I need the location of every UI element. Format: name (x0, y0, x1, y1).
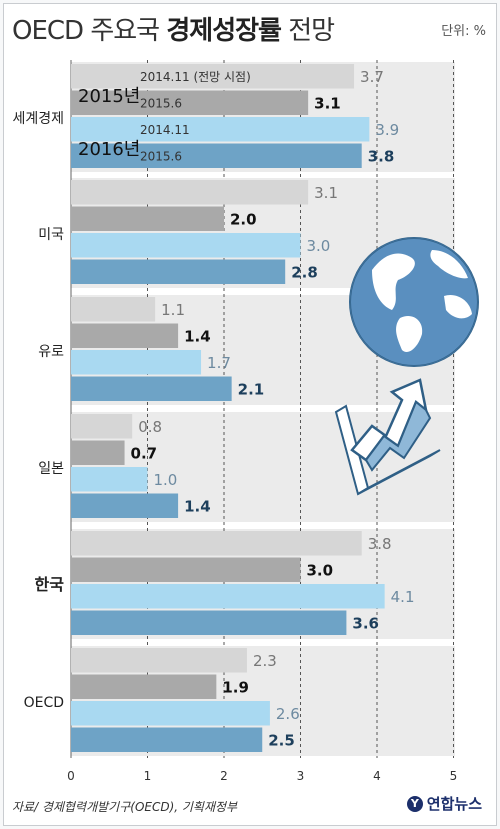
value-label: 3.0 (307, 237, 331, 255)
unit-label: 단위: % (441, 24, 486, 39)
bar (71, 584, 385, 609)
x-tick-label: 5 (450, 769, 458, 783)
category-label: 일본 (38, 461, 64, 477)
title-prefix: OECD 주요국 (12, 16, 167, 46)
value-label: 3.8 (368, 148, 395, 166)
bar (71, 206, 224, 231)
series-label: 2015.6 (140, 97, 182, 111)
value-label: 1.1 (161, 301, 185, 319)
rising-arrow-icon (334, 378, 441, 496)
x-tick-label: 4 (373, 769, 381, 783)
value-label: 3.1 (314, 95, 341, 113)
series-label: 2015.6 (140, 150, 182, 164)
logo-mark-icon: Y (406, 795, 423, 812)
value-label: 3.7 (360, 68, 384, 86)
bar (71, 259, 286, 284)
bar (71, 376, 232, 401)
category-label: OECD (24, 695, 64, 711)
bar (71, 440, 125, 465)
value-label: 2.8 (291, 264, 318, 282)
category-label: 유로 (38, 344, 64, 360)
value-label: 0.8 (138, 418, 162, 436)
x-tick-label: 3 (297, 769, 305, 783)
value-label: 3.1 (314, 184, 338, 202)
value-label: 4.1 (391, 588, 415, 606)
value-label: 2.0 (230, 211, 257, 229)
bar (71, 493, 179, 518)
bar (71, 64, 355, 89)
value-label: 1.4 (184, 498, 211, 516)
bar (71, 531, 362, 556)
bar (71, 350, 202, 375)
value-label: 1.7 (207, 354, 231, 372)
value-label: 2.1 (238, 381, 265, 399)
value-label: 3.8 (368, 535, 392, 553)
bar (71, 467, 148, 492)
series-label: 2014.11 (140, 123, 190, 137)
category-label: 한국 (35, 575, 65, 594)
bar (71, 323, 179, 348)
value-label: 2.3 (253, 652, 277, 670)
bar (71, 610, 347, 635)
x-tick-label: 1 (144, 769, 152, 783)
value-label: 3.0 (307, 562, 334, 580)
page-title: OECD 주요국 경제성장률 전망 (12, 10, 335, 47)
logo-text: 연합뉴스 (426, 795, 482, 813)
bar (71, 414, 133, 439)
x-tick-label: 0 (67, 769, 75, 783)
category-label: 세계경제 (12, 111, 64, 127)
title-suffix: 전망 (280, 16, 335, 46)
source-note: 자료/ 경제협력개발기구(OECD), 기획재정부 (12, 800, 238, 814)
bar (71, 117, 370, 142)
year-label-2016: 2016년 (78, 139, 140, 160)
yonhap-logo: Y 연합뉴스 (406, 793, 482, 814)
value-label: 2.6 (276, 705, 300, 723)
category-label: 미국 (38, 227, 64, 243)
title-bold: 경제성장률 (166, 16, 282, 46)
value-label: 0.7 (131, 445, 158, 463)
bar (71, 90, 309, 115)
value-label: 1.0 (154, 471, 178, 489)
series-label: 2014.11 (전망 시점) (140, 70, 251, 84)
bar (71, 557, 301, 582)
bar (71, 233, 301, 258)
value-label: 2.5 (268, 732, 295, 750)
bar (71, 143, 362, 168)
illustrations (334, 237, 479, 496)
value-label: 3.9 (375, 121, 399, 139)
bar (71, 727, 263, 752)
value-label: 3.6 (352, 615, 379, 633)
year-label-2015: 2015년 (78, 86, 140, 107)
bar (71, 701, 270, 726)
bar-labels: 0 1 2 3 4 5 3.7 3.1 1.1 0.8 3.8 2.3 3.1 2.0 1.4 0.7 3.0 1… (12, 68, 457, 783)
value-label: 1.9 (222, 679, 249, 697)
x-tick-label: 2 (220, 769, 228, 783)
bar (71, 180, 309, 205)
bars (71, 64, 385, 752)
bar (71, 648, 247, 673)
gridlines (70, 60, 454, 758)
bar (71, 297, 156, 322)
bar (71, 674, 217, 699)
value-label: 1.4 (184, 328, 211, 346)
globe-icon (349, 237, 479, 367)
